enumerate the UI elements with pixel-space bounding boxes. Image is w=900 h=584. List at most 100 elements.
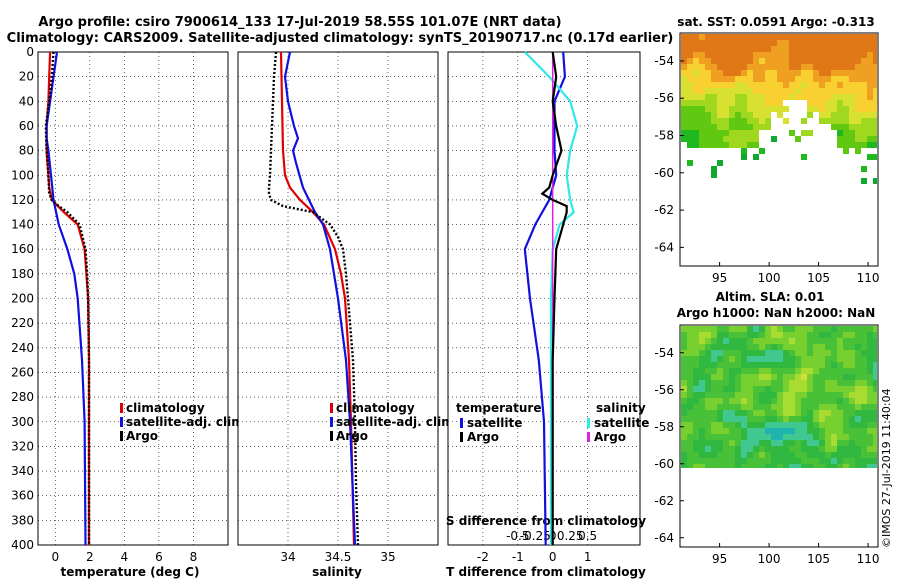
- sla-map-cell: [723, 386, 729, 392]
- sla-map-cell: [771, 464, 777, 468]
- sla-map-cell: [681, 416, 687, 422]
- sst-map-cell: [753, 70, 759, 76]
- sla-map-cell: [729, 344, 735, 350]
- temperature-tick-label: 2: [86, 550, 94, 564]
- sla-map-cell: [867, 422, 873, 428]
- sla-map-cell: [837, 374, 843, 380]
- sst-map-cell: [747, 34, 753, 40]
- sla-map-cell: [867, 416, 873, 422]
- sla-map-cell: [789, 326, 795, 332]
- sla-map-cell: [687, 326, 693, 332]
- sla-map-cell: [711, 344, 717, 350]
- sla-map-cell: [801, 428, 807, 434]
- sla-map-cell: [777, 326, 783, 332]
- sst-map-cell: [765, 118, 771, 124]
- sst-map-cell: [867, 112, 873, 118]
- sla-map-ytick-label: -64: [654, 531, 674, 545]
- difference-top-tick-label: -0.25: [520, 529, 551, 543]
- sla-map-cell: [867, 440, 873, 446]
- sst-map-cell: [699, 40, 705, 46]
- sla-map-cell: [777, 368, 783, 374]
- sst-map-xtick-label: 105: [807, 271, 830, 285]
- sla-map-cell: [867, 446, 873, 452]
- sla-map-cell: [825, 392, 831, 398]
- sst-map-cell: [831, 124, 837, 130]
- sst-map-ytick-label: -64: [654, 240, 674, 254]
- temperature-legend-label: satellite-adj. clim.: [126, 415, 248, 429]
- sst-map-cell: [723, 130, 729, 136]
- difference-salinity-satellite-line: [524, 51, 579, 545]
- sla-map-cell: [801, 434, 807, 440]
- sla-map-cell: [711, 422, 717, 428]
- sst-map-cell: [759, 40, 765, 46]
- sla-map-cell: [759, 464, 765, 468]
- sla-map-cell: [741, 374, 747, 380]
- sla-map-cell: [813, 368, 819, 374]
- sst-map-cell: [723, 40, 729, 46]
- sla-map-cell: [717, 422, 723, 428]
- sst-map-cell: [693, 40, 699, 46]
- sst-map-cell: [711, 118, 717, 124]
- sla-map-cell: [693, 374, 699, 380]
- sst-map-cell: [873, 82, 877, 88]
- sla-map-cell: [795, 332, 801, 338]
- sla-map-cell: [795, 452, 801, 458]
- sst-map-cell: [843, 46, 849, 52]
- sla-map-cell: [873, 386, 877, 392]
- sst-map-cell: [765, 58, 771, 64]
- sla-map-cell: [687, 404, 693, 410]
- sst-map-cell: [723, 76, 729, 82]
- sst-map-cell: [801, 94, 807, 100]
- sst-map-cell: [729, 94, 735, 100]
- sla-map-cell: [765, 416, 771, 422]
- temperature-panel: temperature (deg C) 02040608010012014016…: [11, 45, 248, 579]
- sla-map-cell: [789, 356, 795, 362]
- sst-map-cell: [873, 76, 877, 82]
- title-line-1: Argo profile: csiro 7900614_133 17-Jul-2…: [38, 15, 561, 30]
- sla-map-cell: [843, 440, 849, 446]
- sst-map-cell: [855, 34, 861, 40]
- sla-map-cell: [855, 410, 861, 416]
- sst-map-cell: [747, 76, 753, 82]
- sst-map-cell: [723, 58, 729, 64]
- sla-map-cell: [699, 404, 705, 410]
- sla-map-cell: [813, 452, 819, 458]
- sla-map-cell: [693, 434, 699, 440]
- sst-map-cell: [759, 58, 765, 64]
- sst-map-cell: [825, 82, 831, 88]
- sla-map-cell: [723, 338, 729, 344]
- sst-map-cell: [807, 58, 813, 64]
- sla-map-cell: [729, 338, 735, 344]
- sla-map-cell: [795, 446, 801, 452]
- sst-map-cell: [807, 94, 813, 100]
- sla-map-cell: [843, 356, 849, 362]
- sla-map-cell: [741, 392, 747, 398]
- sst-map-cell: [825, 70, 831, 76]
- sst-map-cell: [765, 106, 771, 112]
- sla-map-cell: [819, 374, 825, 380]
- sla-map-cell: [819, 380, 825, 386]
- sla-map-cell: [717, 434, 723, 440]
- sla-map-cell: [825, 440, 831, 446]
- sla-map-cell: [819, 440, 825, 446]
- difference-temperature-satellite-line: [523, 51, 567, 546]
- sst-map-cell: [699, 76, 705, 82]
- sla-map-cell: [681, 362, 687, 368]
- sla-map-cell: [819, 356, 825, 362]
- sla-map-cell: [735, 350, 741, 356]
- sla-map-cell: [789, 374, 795, 380]
- sst-map-cell: [801, 34, 807, 40]
- sst-map-cell: [837, 52, 843, 58]
- sla-map-cell: [801, 338, 807, 344]
- sst-map-cell: [831, 82, 837, 88]
- sla-map-cell: [717, 458, 723, 464]
- sla-map-cell: [765, 356, 771, 362]
- sla-map-cell: [849, 440, 855, 446]
- sst-map-cell: [783, 70, 789, 76]
- sla-map-cell: [705, 374, 711, 380]
- sst-map-cell: [741, 100, 747, 106]
- sst-map-cell: [801, 70, 807, 76]
- sla-map-cell: [849, 326, 855, 332]
- sla-map-cell: [843, 398, 849, 404]
